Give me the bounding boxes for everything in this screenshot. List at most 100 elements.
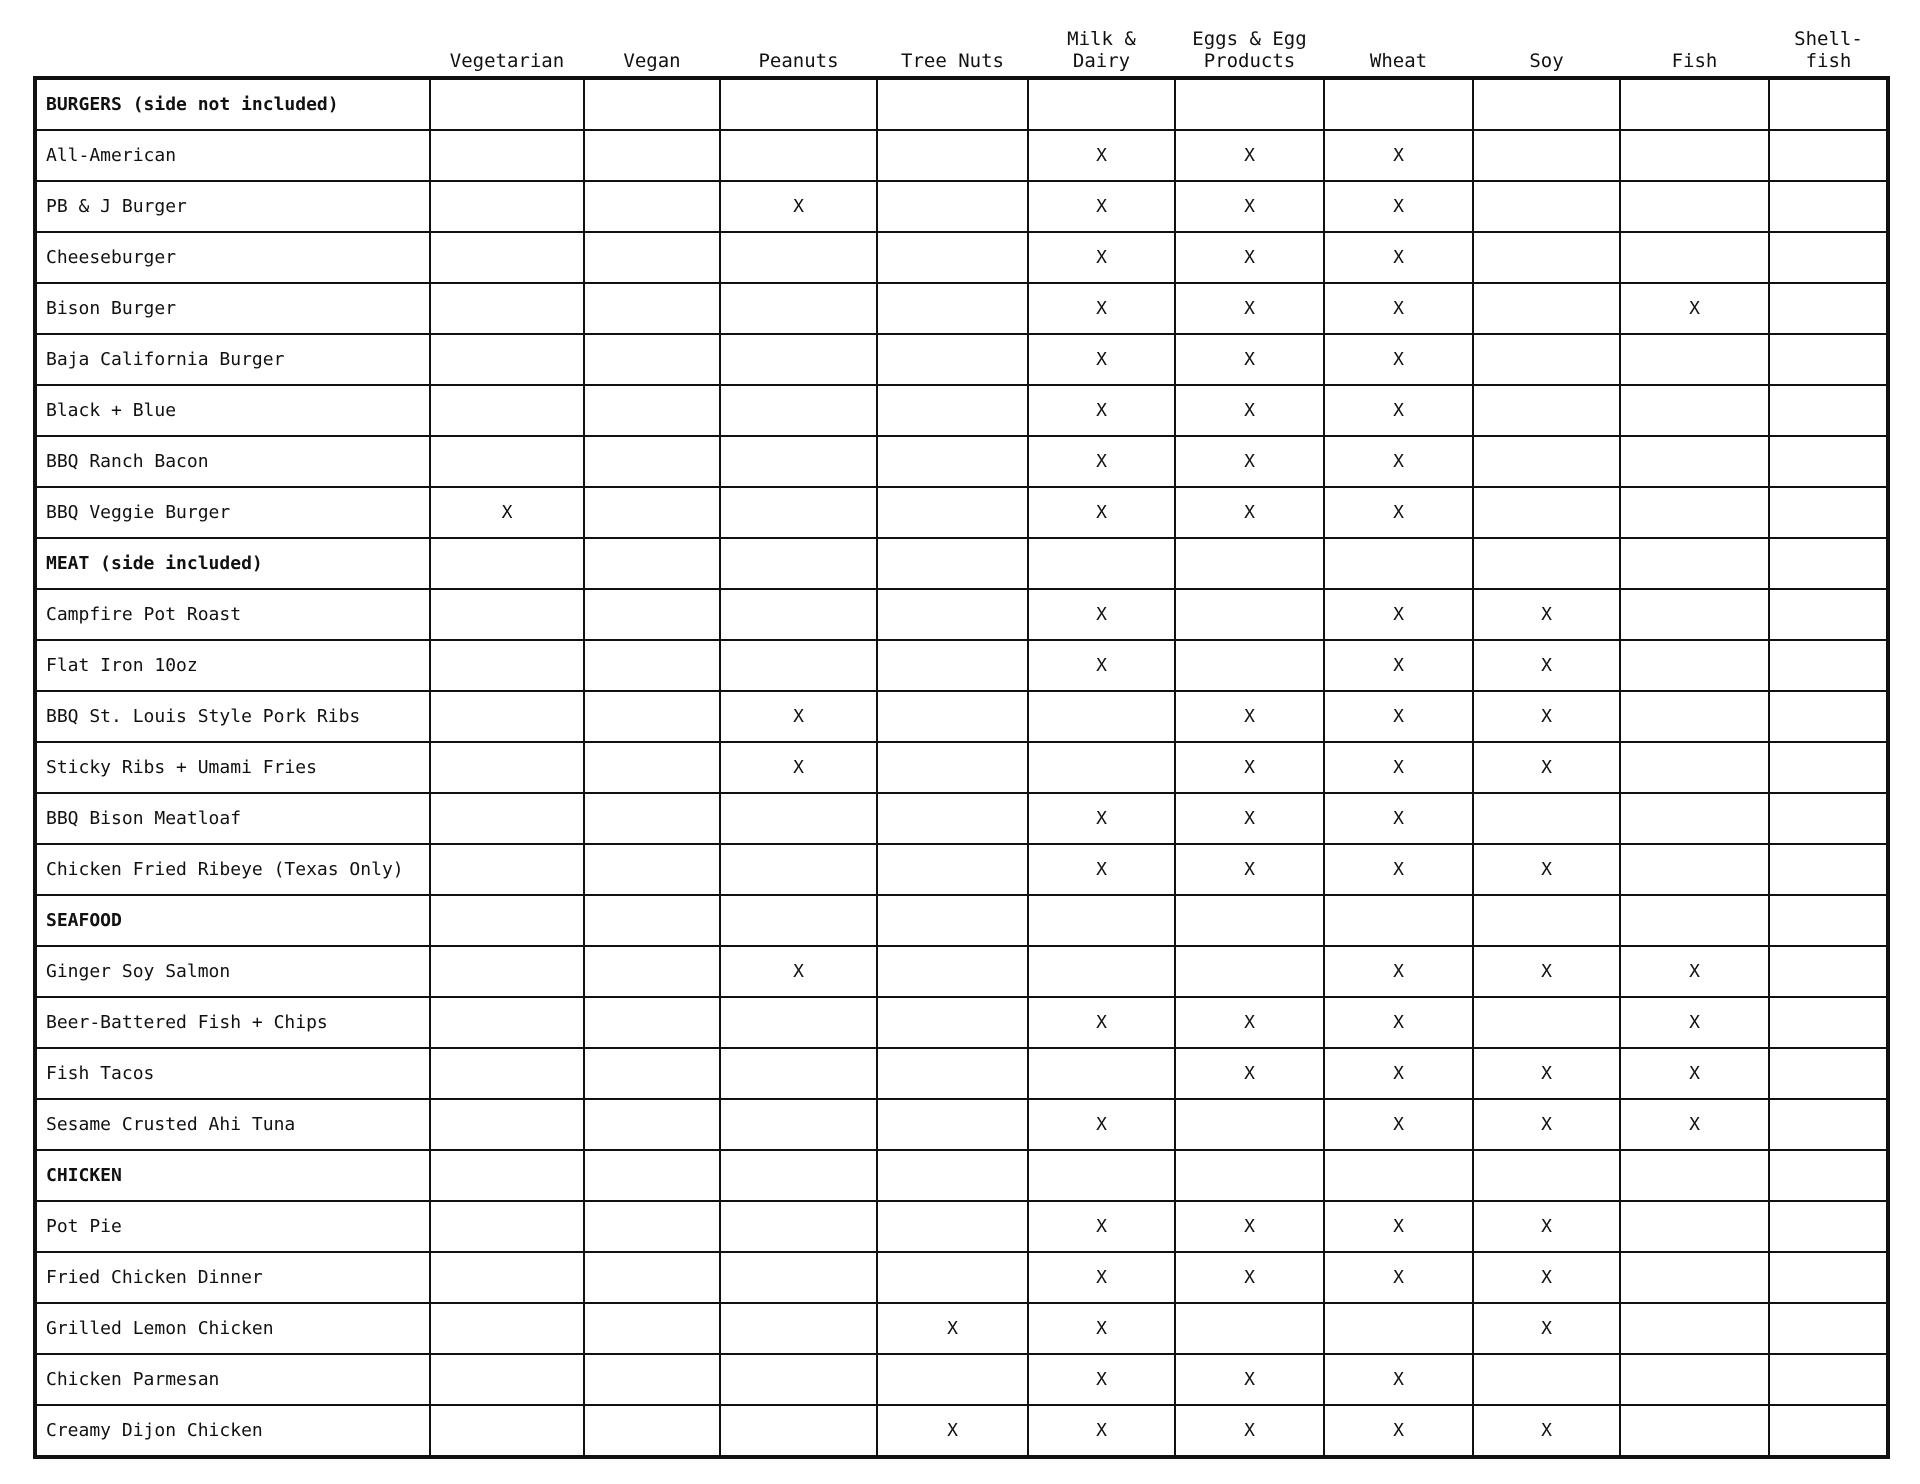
- empty-cell: [429, 1149, 585, 1202]
- empty-cell: [1472, 76, 1621, 131]
- empty-cell: [1619, 180, 1770, 233]
- item-name: BBQ Bison Meatloaf: [33, 792, 431, 845]
- allergen-mark: X: [1174, 996, 1325, 1049]
- item-row: Beer-Battered Fish + Chips X X X X: [33, 996, 1890, 1049]
- empty-cell: [876, 384, 1029, 437]
- allergen-mark: X: [719, 945, 878, 998]
- empty-cell: [876, 333, 1029, 386]
- section-row: MEAT (side included): [33, 537, 1890, 590]
- empty-cell: [1768, 76, 1890, 131]
- empty-cell: [1619, 894, 1770, 947]
- empty-cell: [719, 1404, 878, 1459]
- column-header: Wheat: [1369, 50, 1428, 72]
- allergen-mark: X: [1323, 843, 1474, 896]
- empty-cell: [1619, 792, 1770, 845]
- empty-cell: [1768, 945, 1890, 998]
- allergen-mark: X: [1174, 333, 1325, 386]
- empty-cell: [1619, 486, 1770, 539]
- empty-cell: [429, 180, 585, 233]
- item-name: BBQ Ranch Bacon: [33, 435, 431, 488]
- item-row: BBQ St. Louis Style Pork Ribs X X X X: [33, 690, 1890, 743]
- empty-cell: [1768, 180, 1890, 233]
- empty-cell: [1323, 1149, 1474, 1202]
- allergen-mark: X: [1027, 231, 1176, 284]
- empty-cell: [583, 231, 721, 284]
- item-row: Campfire Pot Roast X X X: [33, 588, 1890, 641]
- empty-cell: [1768, 333, 1890, 386]
- empty-cell: [1472, 180, 1621, 233]
- allergen-mark: X: [1323, 180, 1474, 233]
- allergen-mark: X: [1027, 792, 1176, 845]
- empty-cell: [1768, 435, 1890, 488]
- empty-cell: [1768, 1149, 1890, 1202]
- empty-cell: [1027, 76, 1176, 131]
- empty-cell: [429, 1353, 585, 1406]
- empty-cell: [719, 843, 878, 896]
- empty-cell: [719, 1098, 878, 1151]
- allergen-mark: X: [1619, 945, 1770, 998]
- empty-cell: [876, 1047, 1029, 1100]
- empty-cell: [876, 1200, 1029, 1253]
- table-body: BURGERS (side not included) All-American X…: [33, 76, 1890, 1459]
- empty-cell: [1619, 1251, 1770, 1304]
- empty-cell: [1027, 741, 1176, 794]
- empty-cell: [876, 639, 1029, 692]
- empty-cell: [719, 894, 878, 947]
- empty-cell: [583, 384, 721, 437]
- empty-cell: [1619, 588, 1770, 641]
- allergen-mark: X: [1174, 690, 1325, 743]
- allergen-mark: X: [1174, 741, 1325, 794]
- empty-cell: [429, 996, 585, 1049]
- allergen-mark: X: [1027, 1200, 1176, 1253]
- allergen-mark: X: [1027, 435, 1176, 488]
- empty-cell: [429, 1098, 585, 1151]
- empty-cell: [1768, 741, 1890, 794]
- empty-cell: [429, 690, 585, 743]
- empty-cell: [1323, 1302, 1474, 1355]
- empty-cell: [1768, 384, 1890, 437]
- empty-cell: [429, 384, 585, 437]
- empty-cell: [1323, 894, 1474, 947]
- empty-cell: [583, 537, 721, 590]
- allergen-mark: X: [1472, 1251, 1621, 1304]
- empty-cell: [1619, 384, 1770, 437]
- empty-cell: [583, 588, 721, 641]
- empty-cell: [1472, 384, 1621, 437]
- empty-cell: [429, 792, 585, 845]
- empty-cell: [429, 1200, 585, 1253]
- empty-cell: [1619, 1149, 1770, 1202]
- empty-cell: [719, 231, 878, 284]
- allergen-mark: X: [1323, 945, 1474, 998]
- allergen-mark: X: [1027, 1353, 1176, 1406]
- item-name: Ginger Soy Salmon: [33, 945, 431, 998]
- allergen-mark: X: [1323, 741, 1474, 794]
- allergen-mark: X: [1174, 1200, 1325, 1253]
- empty-cell: [876, 843, 1029, 896]
- empty-cell: [1768, 996, 1890, 1049]
- empty-cell: [1768, 792, 1890, 845]
- empty-cell: [876, 945, 1029, 998]
- item-name: Chicken Parmesan: [33, 1353, 431, 1406]
- empty-cell: [1027, 1149, 1176, 1202]
- empty-cell: [719, 537, 878, 590]
- item-row: BBQ Bison Meatloaf X X X: [33, 792, 1890, 845]
- empty-cell: [1027, 945, 1176, 998]
- empty-cell: [1619, 1302, 1770, 1355]
- allergen-mark: X: [1027, 843, 1176, 896]
- allergen-mark: X: [1323, 1200, 1474, 1253]
- item-row: All-American X X X: [33, 129, 1890, 182]
- empty-cell: [1619, 1404, 1770, 1459]
- allergen-mark: X: [1619, 996, 1770, 1049]
- empty-cell: [1768, 282, 1890, 335]
- empty-cell: [1768, 1200, 1890, 1253]
- allergen-mark: X: [1027, 384, 1176, 437]
- allergen-mark: X: [1472, 945, 1621, 998]
- item-name: Pot Pie: [33, 1200, 431, 1253]
- empty-cell: [1323, 76, 1474, 131]
- allergen-mark: X: [1323, 333, 1474, 386]
- column-header: Shell- fish: [1794, 28, 1863, 72]
- empty-cell: [583, 1353, 721, 1406]
- allergen-mark: X: [1323, 231, 1474, 284]
- empty-cell: [876, 996, 1029, 1049]
- empty-cell: [1768, 1251, 1890, 1304]
